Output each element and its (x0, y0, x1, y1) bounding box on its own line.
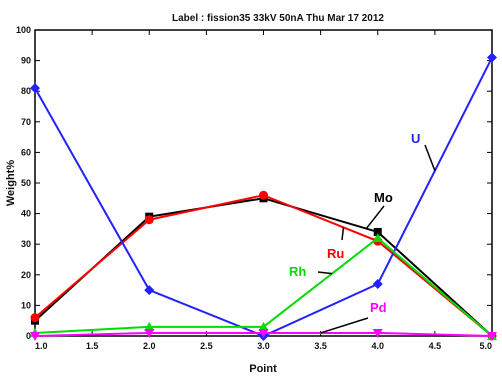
x-tick-label: 1.0 (35, 341, 48, 351)
annotation-label: Ru (327, 246, 344, 261)
data-point-u (372, 278, 383, 289)
data-point-ru (144, 215, 154, 225)
y-tick-label: 0 (26, 331, 31, 341)
series-mo (31, 194, 496, 340)
annotation-rh: Rh (289, 264, 333, 279)
annotation-pointer (424, 144, 436, 172)
annotation-label: Pd (370, 300, 387, 315)
series-pd (30, 328, 497, 341)
data-point-rh (258, 321, 269, 331)
y-tick-label: 20 (21, 270, 31, 280)
data-point-rh (144, 321, 155, 331)
data-point-mo (373, 227, 382, 236)
data-point-ru (30, 313, 40, 323)
annotation-label: Mo (374, 190, 393, 205)
annotation-pointer (320, 317, 369, 334)
data-point-rh (372, 233, 383, 243)
data-point-u (30, 83, 40, 94)
series-ru (30, 190, 497, 341)
annotation-ru: Ru (327, 227, 344, 261)
x-axis-title: Point (249, 363, 277, 375)
x-tick-label: 4.0 (371, 341, 384, 351)
chart-title: Label : fission35 33kV 50nA Thu Mar 17 2… (172, 13, 384, 24)
series-line-ru (34, 194, 493, 337)
annotation-mo: Mo (365, 190, 393, 230)
data-point-pd (144, 328, 155, 338)
plot-frame (34, 29, 493, 337)
y-tick-label: 80 (21, 86, 31, 96)
annotation-pointer (365, 205, 385, 230)
x-tick-label: 2.5 (200, 341, 213, 351)
annotation-pd: Pd (320, 300, 387, 334)
y-tick-label: 40 (21, 209, 31, 219)
x-axis: 1.0 1.5 2.0 2.5 3.0 3.5 4.0 4.5 5.0 (34, 30, 493, 351)
series-line-mo (34, 197, 493, 337)
data-point-u (144, 285, 155, 296)
annotation-label: Rh (289, 264, 306, 279)
x-tick-label: 3.0 (257, 341, 270, 351)
data-point-pd (258, 328, 269, 338)
y-tick-label: 100 (16, 25, 31, 35)
y-tick-label: 60 (21, 147, 31, 157)
x-tick-label: 1.5 (86, 341, 99, 351)
annotation-pointer (341, 227, 345, 241)
annotation-layer: Mo Ru U Rh Pd (289, 131, 436, 334)
series-layer (30, 52, 497, 341)
y-tick-label: 10 (21, 300, 31, 310)
x-tick-label: 2.0 (143, 341, 156, 351)
x-tick-label: 3.5 (314, 341, 327, 351)
series-line-rh (34, 236, 493, 337)
x-tick-label: 5.0 (479, 341, 492, 351)
data-point-pd (30, 332, 40, 341)
data-point-pd (487, 332, 497, 341)
series-rh (30, 233, 497, 340)
annotation-u: U (411, 131, 436, 172)
y-tick-label: 30 (21, 239, 31, 249)
data-point-ru (259, 190, 268, 200)
annotation-pointer (317, 271, 333, 275)
y-tick-label: 50 (21, 178, 31, 188)
data-point-u (487, 52, 497, 63)
y-tick-label: 70 (21, 117, 31, 127)
x-tick-label: 4.5 (429, 341, 442, 351)
y-tick-label: 90 (21, 56, 31, 66)
annotation-label: U (411, 131, 420, 146)
data-point-pd (372, 328, 383, 338)
y-axis: 0 10 20 30 40 50 60 70 80 90 100 (16, 25, 492, 341)
y-axis-title: Weight% (5, 160, 17, 206)
